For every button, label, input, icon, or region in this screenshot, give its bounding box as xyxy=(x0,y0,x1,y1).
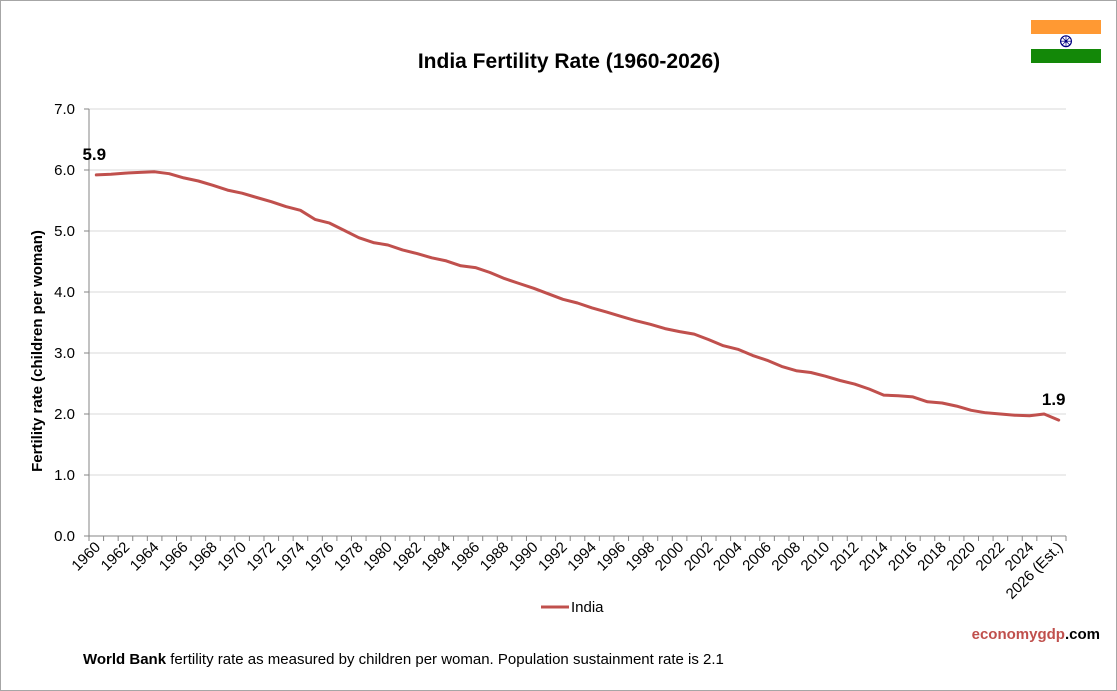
x-tick-label: 2008 xyxy=(768,539,804,575)
x-tick-label: 2020 xyxy=(943,539,979,575)
x-tick-label: 1986 xyxy=(448,539,484,575)
x-tick-label: 2022 xyxy=(973,539,1009,575)
series-line-india xyxy=(94,170,1061,422)
x-tick-label: 1970 xyxy=(214,539,250,575)
data-label: 5.9 xyxy=(82,145,106,164)
x-tick-label: 1966 xyxy=(156,539,192,575)
x-tick-label: 1976 xyxy=(302,539,338,575)
y-tick-label: 0.0 xyxy=(54,528,75,545)
x-tick-label: 2002 xyxy=(681,539,717,575)
india-flag-icon xyxy=(1031,20,1101,63)
data-label: 1.9 xyxy=(1042,390,1066,409)
axes xyxy=(88,109,1066,537)
x-tick-label: 1990 xyxy=(506,539,542,575)
x-tick-label: 1982 xyxy=(389,539,425,575)
credit-economy: economy xyxy=(971,626,1038,643)
y-tick-label: 3.0 xyxy=(54,345,75,362)
y-tick-label: 2.0 xyxy=(54,406,75,423)
source-name: World Bank xyxy=(83,651,167,668)
x-tick-label: 1984 xyxy=(418,539,454,575)
grid-lines xyxy=(89,108,1066,476)
source-description: fertility rate as measured by children p… xyxy=(166,651,724,668)
legend-label: India xyxy=(571,599,604,616)
flag-green-band xyxy=(1031,48,1101,63)
data-labels: 5.9 1.9 xyxy=(82,145,1065,409)
y-axis-label: Fertility rate (children per woman) xyxy=(29,230,46,472)
x-tick-label: 2006 xyxy=(739,539,775,575)
x-tick-label: 1964 xyxy=(127,539,163,575)
x-tick-label: 1972 xyxy=(243,539,279,575)
credit-gdp: gdp xyxy=(1037,626,1065,643)
x-tick-label: 1992 xyxy=(535,539,571,575)
y-tick-label: 7.0 xyxy=(54,101,75,118)
site-credit: economygdp.com xyxy=(972,626,1100,643)
x-tick-label: 1994 xyxy=(564,539,600,575)
x-tick-label: 2012 xyxy=(827,539,863,575)
legend: India xyxy=(541,599,604,616)
x-axis-ticks: 1960196219641966196819701972197419761978… xyxy=(68,536,1067,603)
x-tick-label: 1962 xyxy=(98,539,134,575)
x-tick-label: 1988 xyxy=(477,539,513,575)
source-note: World Bank fertility rate as measured by… xyxy=(83,651,724,668)
x-tick-label: 1974 xyxy=(273,539,309,575)
x-tick-label: 1996 xyxy=(593,539,629,575)
x-tick-label: 2016 xyxy=(885,539,921,575)
y-tick-label: 5.0 xyxy=(54,223,75,240)
y-tick-label: 6.0 xyxy=(54,162,75,179)
x-tick-label: 2018 xyxy=(914,539,950,575)
x-tick-label: 1998 xyxy=(623,539,659,575)
chart-title: India Fertility Rate (1960-2026) xyxy=(418,50,720,73)
x-tick-label: 2000 xyxy=(652,539,688,575)
series-india xyxy=(94,170,1061,422)
x-tick-label: 2010 xyxy=(798,539,834,575)
x-tick-label: 1978 xyxy=(331,539,367,575)
flag-saffron-band xyxy=(1031,20,1101,35)
y-axis-ticks: 0.0 1.0 2.0 3.0 4.0 5.0 6.0 7.0 xyxy=(54,101,89,545)
credit-domain: .com xyxy=(1064,626,1100,643)
x-tick-label: 1968 xyxy=(185,539,221,575)
x-tick-label: 2014 xyxy=(856,539,892,575)
y-tick-label: 1.0 xyxy=(54,467,75,484)
y-tick-label: 4.0 xyxy=(54,284,75,301)
x-tick-label: 2004 xyxy=(710,539,746,575)
flag-white-band xyxy=(1031,34,1101,49)
x-tick-label: 1980 xyxy=(360,539,396,575)
